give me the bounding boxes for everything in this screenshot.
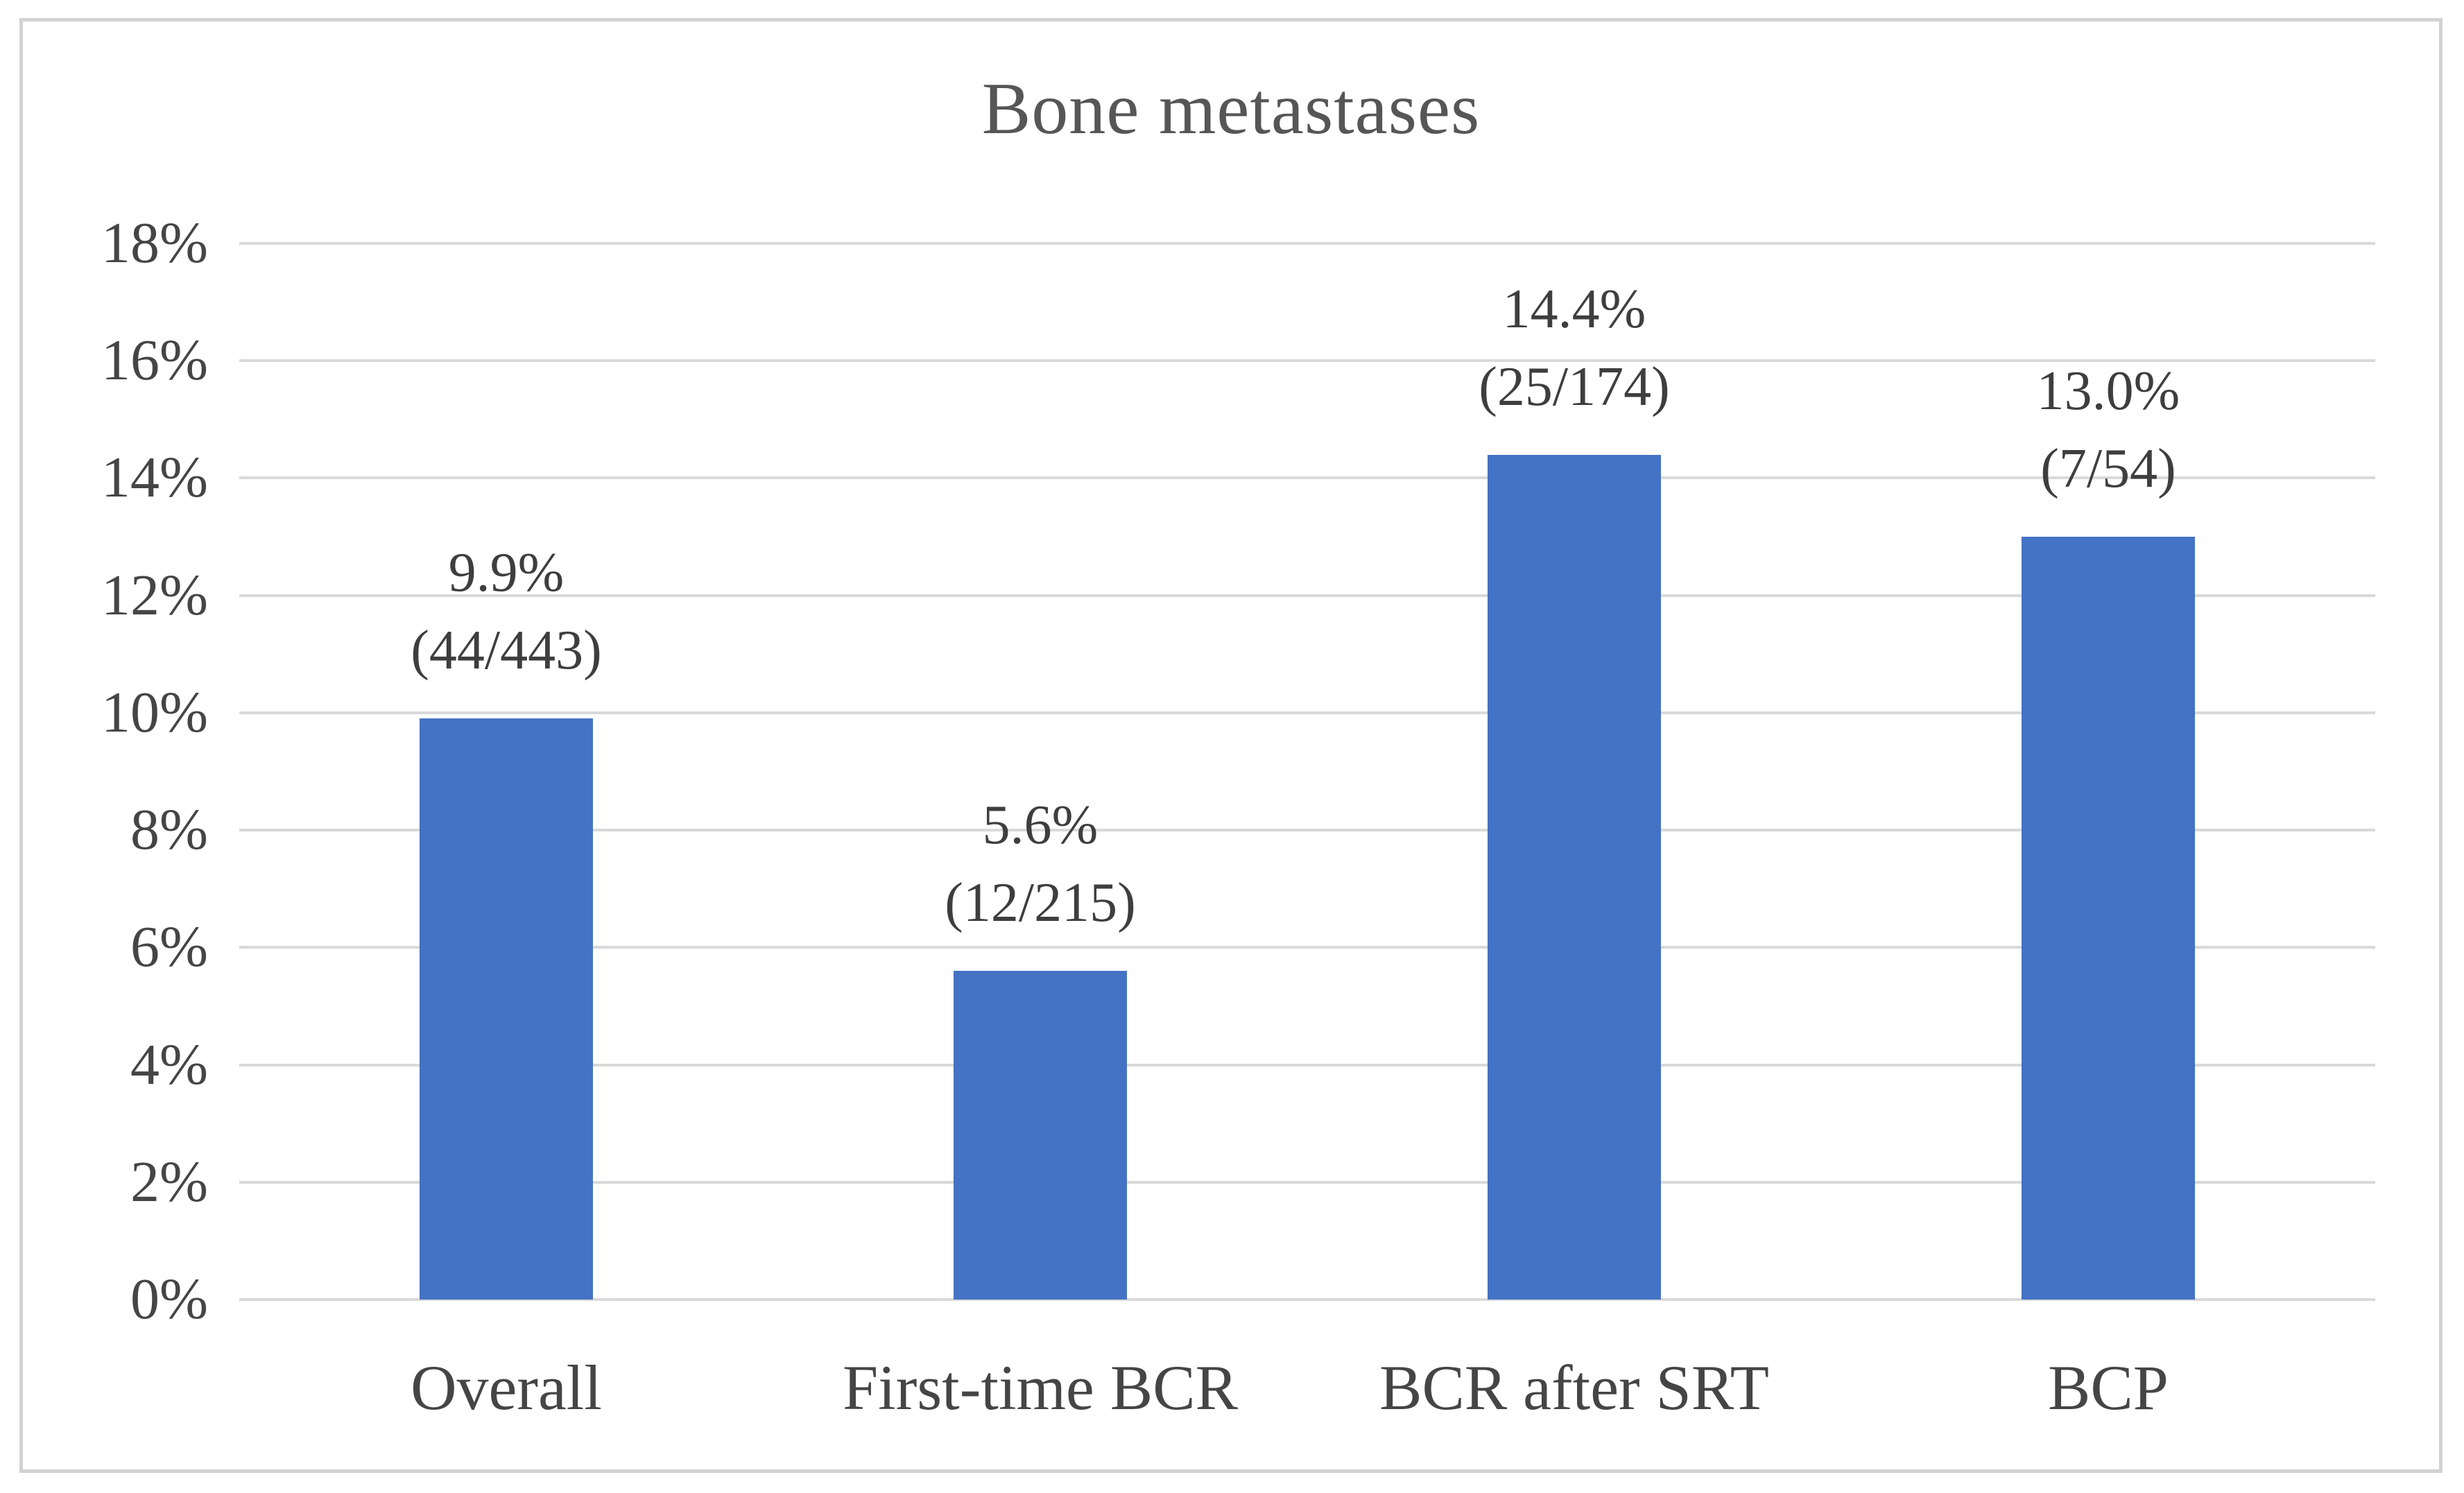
bar-data-label: 14.4% (25/174) (1332, 270, 1817, 430)
bar-data-label-fraction: (12/215) (945, 872, 1136, 934)
figure-frame: Bone metastases 0% 2% 4% 6% 8% 10% 12% 14% 16% 18… (19, 18, 2443, 1473)
bar-data-label-fraction: (7/54) (2040, 438, 2176, 500)
y-tick-label: 10% (101, 680, 208, 745)
y-tick-label: 8% (130, 797, 208, 863)
x-category-label: First-time BCR (843, 1352, 1238, 1423)
y-tick-label: 6% (130, 915, 208, 980)
gridline-16% (239, 359, 2375, 363)
bar-overall (420, 718, 593, 1300)
y-tick-label: 16% (101, 328, 208, 393)
bar-data-label: 13.0% (7/54) (1866, 352, 2351, 512)
gridline-2% (239, 1180, 2375, 1184)
y-tick-label: 12% (101, 562, 208, 628)
x-category-label: BCP (2048, 1352, 2169, 1423)
bar-data-label-percent: 13.0% (2036, 361, 2180, 422)
bar-data-label: 9.9% (44/443) (264, 534, 749, 693)
gridline-10% (239, 711, 2375, 714)
bar-data-label-percent: 14.4% (1502, 278, 1646, 340)
plot-area (239, 242, 2375, 1301)
chart-title: Bone metastases (981, 68, 1481, 149)
gridline-18% (239, 242, 2375, 245)
bar-data-label-percent: 5.6% (982, 795, 1099, 856)
x-category-label: Overall (411, 1352, 602, 1423)
bar-first-time-bcr (954, 971, 1127, 1300)
gridline-0% (239, 1298, 2375, 1301)
bar-data-label-percent: 9.9% (448, 542, 565, 604)
y-tick-label: 4% (130, 1032, 208, 1097)
y-tick-label: 0% (130, 1267, 208, 1331)
gridline-6% (239, 946, 2375, 949)
gridline-14% (239, 476, 2375, 480)
gridline-8% (239, 829, 2375, 832)
gridline-4% (239, 1063, 2375, 1067)
y-tick-label: 14% (101, 445, 208, 510)
y-tick-label: 18% (101, 211, 208, 275)
x-category-label: BCR after SRT (1379, 1352, 1769, 1423)
bar-bcr-after-srt (1488, 454, 1661, 1300)
bar-data-label-fraction: (44/443) (411, 620, 602, 682)
bar-bcp (2022, 537, 2195, 1300)
bar-data-label: 5.6% (12/215) (798, 786, 1283, 946)
y-tick-label: 2% (130, 1149, 208, 1214)
bar-data-label-fraction: (25/174) (1479, 356, 1670, 417)
gridline-12% (239, 594, 2375, 597)
